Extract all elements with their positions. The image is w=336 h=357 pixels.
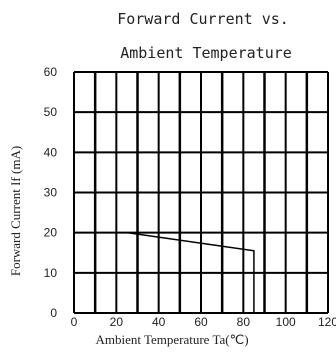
series-line [126, 231, 255, 313]
chart-title: Forward Current vs. [117, 10, 289, 28]
x-tick-label: 60 [194, 315, 208, 329]
grid-layer [73, 71, 329, 314]
y-tick-label: 50 [44, 105, 58, 119]
x-tick-label: 20 [110, 315, 124, 329]
x-tick-label: 80 [237, 315, 251, 329]
y-tick-label: 40 [44, 145, 58, 159]
y-axis-label: Forward Current If (mA) [8, 146, 23, 276]
y-tick-label: 30 [44, 186, 58, 200]
x-tick-label: 40 [152, 315, 166, 329]
y-tick-label: 0 [50, 306, 57, 320]
tick-label-layer: 0 20 40 60 80 100 120 0 10 20 30 40 50 60 [44, 65, 336, 329]
x-axis-label: Ambient Temperature Ta(℃) [95, 332, 248, 347]
series-layer [126, 231, 255, 313]
x-tick-label: 100 [276, 315, 296, 329]
y-tick-label: 60 [44, 65, 58, 79]
x-tick-label: 0 [71, 315, 78, 329]
chart-subtitle: Ambient Temperature [120, 44, 292, 62]
y-tick-label: 10 [44, 266, 58, 280]
y-tick-label: 20 [44, 226, 58, 240]
x-tick-label: 120 [318, 315, 336, 329]
